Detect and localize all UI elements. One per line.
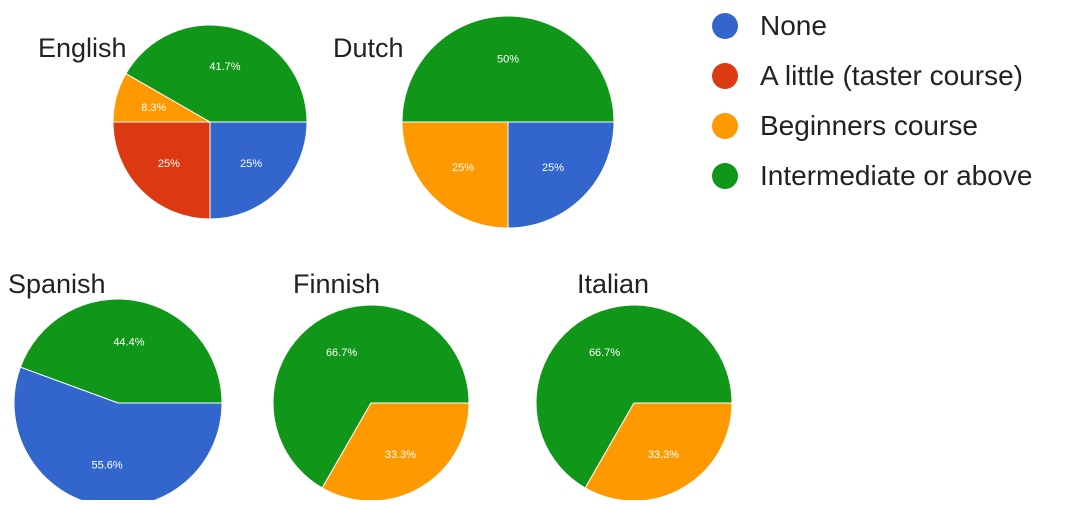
legend-item-none: None — [712, 6, 827, 46]
pie-label-english-beginners-course: 8.3% — [141, 102, 166, 114]
pie-slice-spanish-intermediate-or-above — [19, 298, 223, 404]
legend-label-intermediate: Intermediate or above — [760, 160, 1033, 191]
pie-slice-dutch-none — [507, 121, 615, 229]
pie-title-finnish: Finnish — [293, 269, 380, 299]
pie-label-english-intermediate-or-above: 41.7% — [209, 61, 240, 73]
legend-label-beginners: Beginners course — [760, 110, 978, 141]
pie-slice-english-a-little-taster-course — [112, 121, 211, 220]
pie-chart-dutch: Dutch 50% 25% 25% — [333, 15, 615, 229]
pie-label-english-none: 25% — [240, 158, 262, 170]
pie-title-dutch: Dutch — [333, 33, 404, 63]
pie-title-spanish: Spanish — [8, 269, 106, 299]
pie-label-dutch-beginners-course: 25% — [452, 162, 474, 174]
pie-slice-finnish-beginners-course — [321, 402, 470, 502]
pie-label-spanish-intermediate-or-above: 44.4% — [113, 337, 144, 349]
legend-item-a-little: A little (taster course) — [712, 56, 1023, 96]
pie-chart-italian: Italian 66.7% 33.3% — [535, 269, 733, 502]
pie-slice-english-intermediate-or-above — [125, 24, 308, 123]
pie-label-italian-beginners-course: 33.3% — [648, 449, 679, 461]
pie-slice-finnish-intermediate-or-above — [272, 304, 470, 489]
pie-title-italian: Italian — [577, 269, 649, 299]
legend-label-none: None — [760, 10, 827, 41]
pie-label-english-a-little-taster-course: 25% — [158, 158, 180, 170]
pie-chart-english: English 41.7% 8.3% 25% 25% — [38, 24, 308, 220]
pie-label-italian-intermediate-or-above: 66.7% — [589, 347, 620, 359]
legend-swatch-none — [712, 13, 738, 39]
legend-item-beginners: Beginners course — [712, 106, 978, 146]
pie-label-finnish-beginners-course: 33.3% — [385, 449, 416, 461]
legend-swatch-beginners — [712, 113, 738, 139]
pie-chart-finnish: Finnish 66.7% 33.3% — [272, 269, 470, 502]
pie-slice-dutch-intermediate-or-above — [401, 15, 615, 123]
legend-item-intermediate: Intermediate or above — [712, 156, 1032, 196]
legend-swatch-a-little — [712, 63, 738, 89]
pie-chart-spanish: Spanish 44.4% 55.6% — [8, 269, 223, 505]
pie-slice-english-none — [209, 121, 308, 220]
legend-label-a-little: A little (taster course) — [760, 60, 1023, 91]
legend-swatch-intermediate — [712, 163, 738, 189]
pie-slice-italian-intermediate-or-above — [535, 304, 733, 489]
pie-slice-dutch-beginners-course — [401, 121, 509, 229]
pie-label-dutch-intermediate-or-above: 50% — [497, 53, 519, 65]
pie-slice-italian-beginners-course — [584, 402, 733, 502]
pie-label-spanish-none: 55.6% — [91, 459, 122, 471]
pie-slice-spanish-none — [13, 366, 223, 505]
pie-label-finnish-intermediate-or-above: 66.7% — [326, 347, 357, 359]
pie-title-english: English — [38, 33, 127, 63]
pie-label-dutch-none: 25% — [542, 162, 564, 174]
